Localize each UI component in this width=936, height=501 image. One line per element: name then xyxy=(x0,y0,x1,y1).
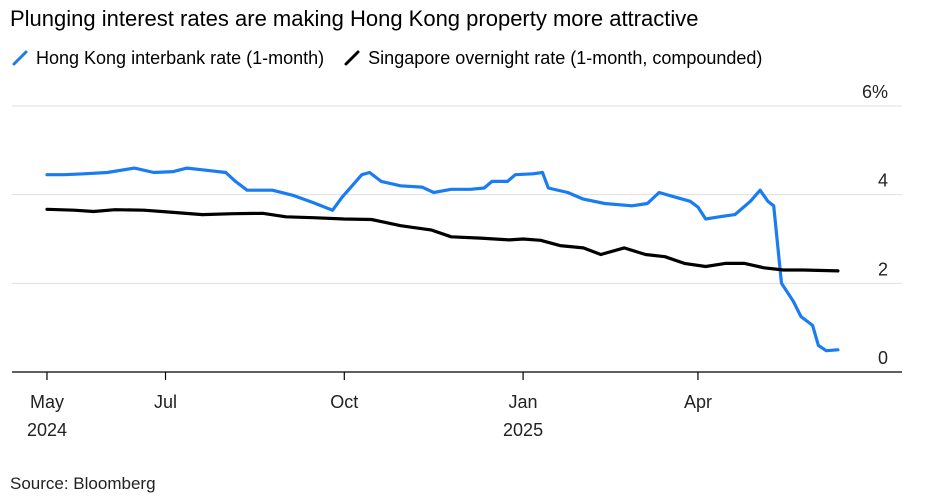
series-line-1 xyxy=(45,207,840,273)
x-tick-label: Apr xyxy=(684,392,712,412)
x-tick-label: Jul xyxy=(154,392,177,412)
y-axis-ticks: 0 2 4 6% xyxy=(862,82,888,368)
chart-title: Plunging interest rates are making Hong … xyxy=(10,6,699,31)
x-tick-label: Oct xyxy=(330,392,358,412)
series-lines xyxy=(45,166,840,353)
x-tick-label: Jan xyxy=(509,392,538,412)
series-line-0 xyxy=(45,166,840,353)
x-axis: May 2024 Jul Oct Jan 2025 Apr xyxy=(12,371,902,440)
legend-swatch-hk xyxy=(12,50,28,66)
legend-item-sg: Singapore overnight rate (1-month, compo… xyxy=(342,48,762,69)
y-tick-label: 4 xyxy=(878,171,888,191)
source-note: Source: Bloomberg xyxy=(10,474,156,493)
legend-item-hk: Hong Kong interbank rate (1-month) xyxy=(10,48,324,69)
x-tick-sublabel: 2025 xyxy=(503,420,543,440)
line-chart: 0 2 4 6% May 2024 Jul Oct Jan 2025 Apr xyxy=(12,82,902,440)
gridlines xyxy=(12,105,902,284)
legend-label-sg: Singapore overnight rate (1-month, compo… xyxy=(368,47,763,68)
legend-label-hk: Hong Kong interbank rate (1-month) xyxy=(36,47,325,68)
x-tick-label: May xyxy=(30,392,64,412)
legend: Hong Kong interbank rate (1-month) Singa… xyxy=(10,46,780,70)
legend-swatch-sg xyxy=(344,50,360,66)
y-tick-label: 2 xyxy=(878,259,888,279)
y-tick-label: 6% xyxy=(862,82,888,102)
x-tick-sublabel: 2024 xyxy=(27,420,67,440)
y-tick-label: 0 xyxy=(878,348,888,368)
